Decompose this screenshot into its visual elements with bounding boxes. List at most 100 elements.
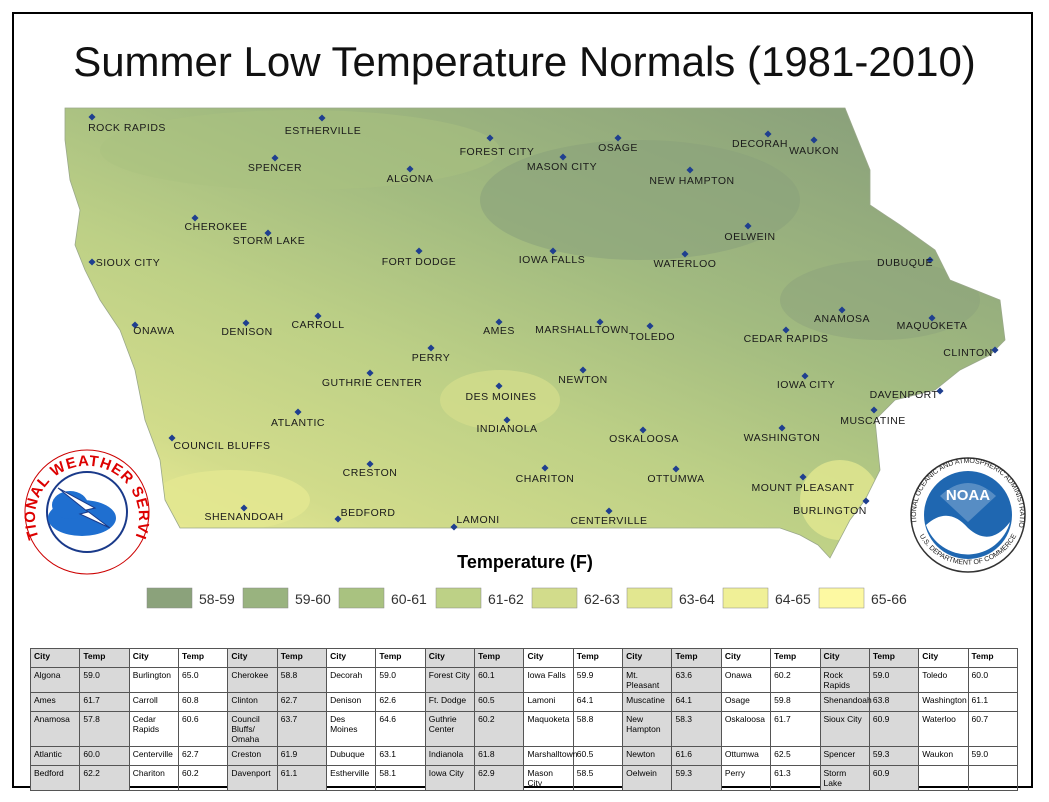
table-cell: Oskaloosa xyxy=(720,711,772,747)
city-label: MARSHALLTOWN xyxy=(535,324,629,336)
city-label: FORT DODGE xyxy=(382,256,457,268)
city-dot xyxy=(646,322,654,330)
table-cell: Ft. Dodge xyxy=(424,692,476,712)
city-label: TOLEDO xyxy=(629,331,675,343)
table-cell: 58.5 xyxy=(572,765,624,791)
table-cell: Onawa xyxy=(720,667,772,693)
city-dot xyxy=(450,523,458,531)
title: Summer Low Temperature Normals (1981-201… xyxy=(73,38,976,85)
table-cell: Mason City xyxy=(523,765,574,791)
city-label: SIOUX CITY xyxy=(96,257,161,269)
table-cell: 61.1 xyxy=(967,692,1019,712)
table-cell: 59.3 xyxy=(671,765,722,791)
city-label: OSKALOOSA xyxy=(609,433,679,445)
city-dot xyxy=(366,369,374,377)
city-dot xyxy=(928,314,936,322)
city-dot xyxy=(191,214,199,222)
table-cell: Des Moines xyxy=(326,711,377,747)
city-dot xyxy=(88,258,96,266)
city-dot xyxy=(318,114,326,122)
city-label: PERRY xyxy=(412,352,451,364)
table-cell: Denison xyxy=(326,692,377,712)
table-cell: 60.9 xyxy=(868,765,920,791)
city-dot xyxy=(294,408,302,416)
city-dot xyxy=(782,326,790,334)
table-cell: Muscatine xyxy=(622,692,673,712)
header-cell: Temp xyxy=(276,648,328,668)
header-cell: City xyxy=(523,648,574,668)
city-label: GUTHRIE CENTER xyxy=(322,377,422,389)
table-cell: Iowa Falls xyxy=(523,667,574,693)
table-cell: 61.3 xyxy=(770,765,821,791)
city-dot xyxy=(614,134,622,142)
city-dot xyxy=(559,153,567,161)
legend-label: 58-59 xyxy=(199,591,235,607)
legend-swatch xyxy=(435,587,482,609)
table-cell: Toledo xyxy=(918,667,969,693)
city-dot xyxy=(503,416,511,424)
table-cell: 61.7 xyxy=(770,711,821,747)
table-cell: 59.8 xyxy=(770,692,821,712)
city-dot xyxy=(131,321,139,329)
city-dot xyxy=(264,229,272,237)
legend-title: Temperature (F) xyxy=(457,552,593,572)
city-label: OSAGE xyxy=(598,142,638,154)
table-cell: 60.2 xyxy=(770,667,821,693)
table-cell: Maquoketa xyxy=(523,711,574,747)
table-cell: Newton xyxy=(622,746,673,766)
city-dot xyxy=(242,319,250,327)
table-cell: Davenport xyxy=(227,765,278,791)
table-cell: Indianola xyxy=(424,746,476,766)
city-dot xyxy=(801,372,809,380)
city-label: CHEROKEE xyxy=(185,221,248,233)
city-dot xyxy=(486,134,494,142)
city-dot xyxy=(778,424,786,432)
data-table: City Temp City Temp City Temp City Temp City Temp… xyxy=(29,648,1019,791)
table-cell: Cherokee xyxy=(227,667,278,693)
table-cell: 58.8 xyxy=(572,711,624,747)
table-cell: 62.9 xyxy=(474,765,525,791)
table-cell: 64.1 xyxy=(671,692,722,712)
city-label: CENTERVILLE xyxy=(570,515,647,527)
city-label: LAMONI xyxy=(456,514,499,526)
city-label: SHENANDOAH xyxy=(204,511,283,523)
city-label: IOWA CITY xyxy=(777,379,835,391)
city-dot xyxy=(991,346,999,354)
city-label: NEW HAMPTON xyxy=(649,175,734,187)
table-cell: Lamoni xyxy=(523,692,574,712)
table-cell: 61.6 xyxy=(671,746,722,766)
table-cell: 64.1 xyxy=(572,692,624,712)
table-cell: 62.7 xyxy=(178,746,229,766)
table-cell: 59.0 xyxy=(375,667,426,693)
table-cell: Spencer xyxy=(819,746,870,766)
header-cell: Temp xyxy=(671,648,722,668)
table-cell: Centerville xyxy=(128,746,180,766)
table-cell: 60.5 xyxy=(572,746,624,766)
legend-label: 60-61 xyxy=(391,591,427,607)
header-cell: City xyxy=(29,648,81,668)
table-cell: Carroll xyxy=(128,692,180,712)
legend-swatch xyxy=(338,587,385,609)
city-label: ALGONA xyxy=(387,173,434,185)
city-dot xyxy=(926,256,934,264)
legend-swatch xyxy=(146,587,193,609)
table-cell: 60.8 xyxy=(178,692,229,712)
city-dot xyxy=(579,366,587,374)
table-cell: Creston xyxy=(227,746,278,766)
header-cell: City xyxy=(326,648,377,668)
table-cell: Bedford xyxy=(29,765,81,791)
table-row: Bedford 62.2 Chariton 60.2 Davenport 61.1 Esth… xyxy=(29,765,1019,791)
city-dot xyxy=(88,113,96,121)
table-cell: Oelwein xyxy=(622,765,673,791)
temperature-field xyxy=(65,108,1005,558)
table-cell: New Hampton xyxy=(622,711,673,747)
city-dot xyxy=(605,507,613,515)
city-dot xyxy=(427,344,435,352)
city-label: CARROLL xyxy=(291,319,344,331)
city-label: AMES xyxy=(483,325,515,337)
table-row: Ames 61.7 Carroll 60.8 Clinton 62.7 Denison 62.… xyxy=(29,692,1019,712)
city-label: MUSCATINE xyxy=(840,415,906,427)
city-label: ANAMOSA xyxy=(814,313,870,325)
city-dot xyxy=(862,497,870,505)
